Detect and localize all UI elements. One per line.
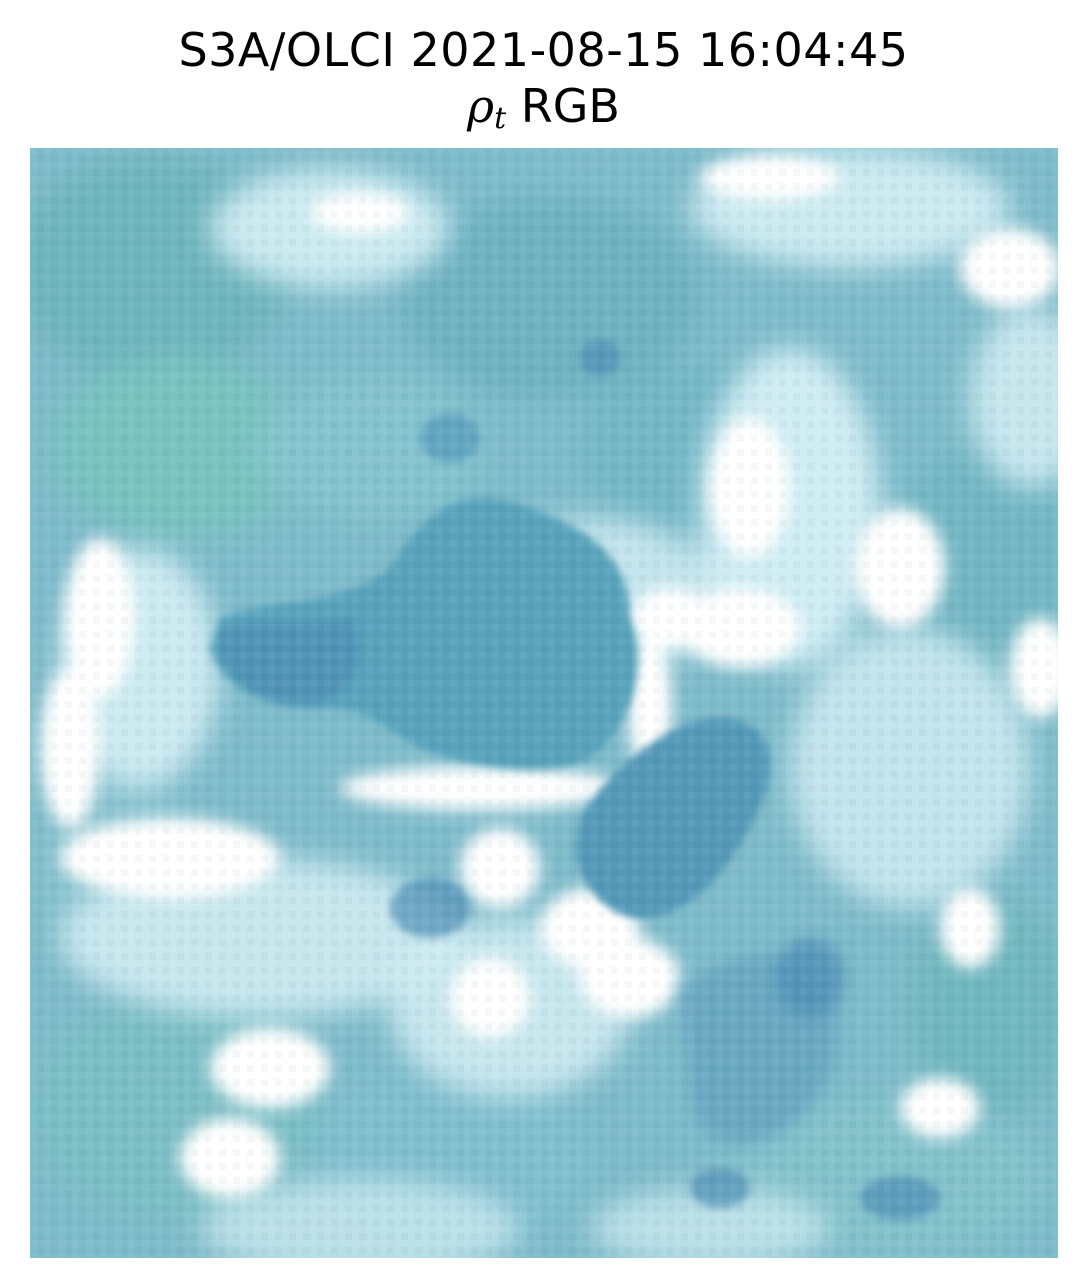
rho-symbol: ρt xyxy=(467,79,507,136)
pixel-texture xyxy=(30,148,1058,1258)
subtitle-rgb: RGB xyxy=(506,79,620,133)
rho-subscript: t xyxy=(494,101,507,136)
figure-title: S3A/OLCI 2021-08-15 16:04:45 xyxy=(178,23,909,77)
figure-subtitle: ρt RGB xyxy=(0,78,1087,147)
figure-title-block: S3A/OLCI 2021-08-15 16:04:45 ρt RGB xyxy=(0,22,1087,147)
satellite-image xyxy=(30,148,1058,1258)
satellite-image-canvas xyxy=(30,148,1058,1258)
